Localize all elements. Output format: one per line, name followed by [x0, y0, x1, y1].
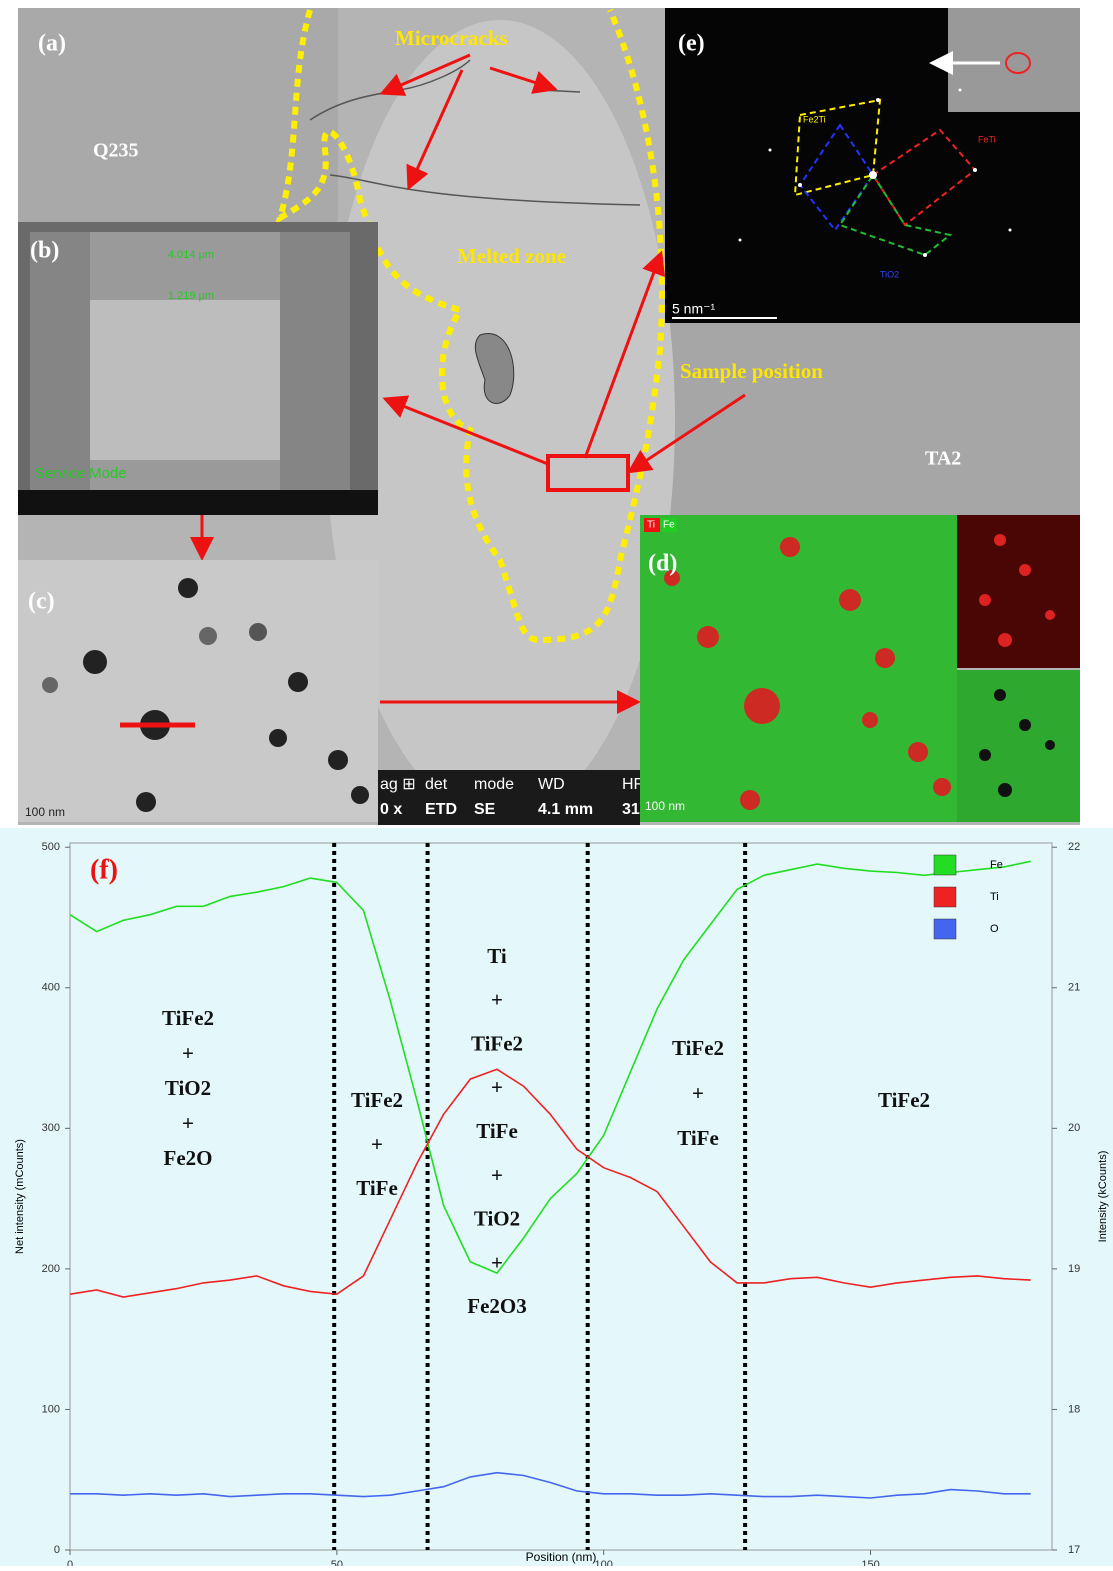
x-tick-label: 150	[861, 1559, 879, 1566]
phase-annotation: +	[491, 1250, 503, 1274]
fe-map	[957, 670, 1080, 822]
ta2-region	[665, 323, 1080, 515]
phase-label: FeTi	[978, 134, 996, 144]
phase-annotation: +	[371, 1132, 383, 1156]
legend-swatch	[934, 887, 956, 907]
y-tick-label: 0	[54, 1544, 60, 1556]
y2-tick-label: 21	[1068, 982, 1080, 994]
phase-annotation: TiFe	[476, 1119, 518, 1143]
y-tick-label: 100	[42, 1403, 60, 1415]
wall	[30, 232, 90, 492]
phase-annotation: TiFe2	[471, 1031, 523, 1055]
region-label: Q235	[93, 140, 139, 162]
phase-annotation: TiFe	[677, 1126, 719, 1150]
region-label: TA2	[925, 448, 961, 470]
x-tick-label: 100	[595, 1559, 613, 1566]
phase-label: Fe2Ti	[803, 114, 826, 124]
panel-label: (e)	[678, 31, 705, 57]
phase-annotation: +	[182, 1111, 194, 1135]
phase-annotation: TiFe2	[162, 1006, 214, 1030]
legend-swatch	[934, 855, 956, 875]
phase-annotation: Fe2O	[164, 1146, 213, 1170]
phase-annotation: TiO2	[165, 1076, 211, 1100]
y2-axis-label: Intensity (kCounts)	[1097, 1151, 1109, 1243]
toolbar-value: 31	[622, 801, 640, 818]
panel-label: (b)	[30, 238, 59, 264]
measure: 1.219 μm	[168, 290, 214, 302]
toolbar-head: WD	[538, 776, 565, 793]
toolbar-value: ETD	[425, 801, 457, 818]
figure: (a) Microcracks Q235 Melted zone Sample …	[0, 0, 1113, 1566]
legend-label: Ti	[647, 520, 655, 531]
panel-label: (a)	[38, 31, 66, 57]
panel-b: (b) 4.014 μm 1.219 μm Service Mode	[18, 222, 378, 515]
legend-label: Fe	[990, 859, 1003, 871]
y-tick-label: 200	[42, 1263, 60, 1275]
phase-annotation: TiFe	[356, 1176, 398, 1200]
y2-tick-label: 22	[1068, 841, 1080, 853]
legend-label: Fe	[663, 520, 675, 531]
wall	[280, 232, 350, 492]
y2-tick-label: 17	[1068, 1544, 1080, 1556]
toolbar-head: mode	[474, 776, 514, 793]
phase-annotation: TiFe2	[672, 1036, 724, 1060]
phase-annotation: +	[491, 1163, 503, 1187]
phase-annotation: Ti	[487, 944, 507, 968]
y-tick-label: 400	[42, 982, 60, 994]
scale-text: 100 nm	[645, 799, 685, 813]
phase-annotation: +	[182, 1041, 194, 1065]
phase-annotation: TiO2	[474, 1207, 520, 1231]
tem-image	[18, 560, 378, 822]
legend-swatch	[934, 919, 956, 939]
y2-tick-label: 18	[1068, 1403, 1080, 1415]
eds-map	[640, 515, 957, 822]
info-bar	[18, 490, 378, 515]
phase-annotation: +	[692, 1081, 704, 1105]
scale-text: 100 nm	[25, 805, 65, 819]
phase-annotation: +	[491, 988, 503, 1012]
inset	[948, 8, 1080, 112]
legend-label: O	[990, 923, 999, 935]
toolbar-value: 0 x	[380, 801, 402, 818]
scale-text: 5 nm⁻¹	[672, 301, 716, 317]
q235-region	[18, 8, 338, 228]
phase-annotation: Fe2O3	[467, 1294, 526, 1318]
panel-label: (c)	[28, 589, 55, 615]
y-axis-label: Net intensity (mCounts)	[14, 1139, 26, 1254]
toolbar-value: 4.1 mm	[538, 801, 593, 818]
panel-label: (f)	[90, 854, 118, 885]
mode-text: Service Mode	[35, 465, 127, 482]
y-tick-label: 300	[42, 1122, 60, 1134]
x-tick-label: 50	[331, 1559, 343, 1566]
annotation: Sample position	[680, 359, 823, 383]
phase-annotation: TiFe2	[351, 1088, 403, 1112]
phase-annotation: +	[491, 1075, 503, 1099]
panel-e: (e) Fe2Ti FeTi TiO2 5 nm⁻¹	[665, 8, 1080, 323]
measure: 4.014 μm	[168, 249, 214, 261]
lamella	[90, 300, 280, 460]
y-tick-label: 500	[42, 841, 60, 853]
panel-c: (c) 100 nm	[18, 560, 378, 822]
panel-label: (d)	[648, 551, 677, 577]
toolbar-head: ag ⊞	[380, 776, 416, 793]
annotation: Melted zone	[457, 244, 566, 268]
phase-annotation: TiFe2	[878, 1088, 930, 1112]
phase-label: TiO2	[880, 269, 899, 279]
toolbar-head: det	[425, 776, 448, 793]
annotation: Microcracks	[395, 26, 508, 50]
toolbar-value: SE	[474, 801, 496, 818]
legend-label: Ti	[990, 891, 999, 903]
ti-map	[957, 515, 1080, 668]
x-tick-label: 0	[67, 1559, 73, 1566]
y2-tick-label: 20	[1068, 1122, 1080, 1134]
x-axis-label: Position (nm)	[526, 1550, 597, 1564]
y2-tick-label: 19	[1068, 1263, 1080, 1275]
